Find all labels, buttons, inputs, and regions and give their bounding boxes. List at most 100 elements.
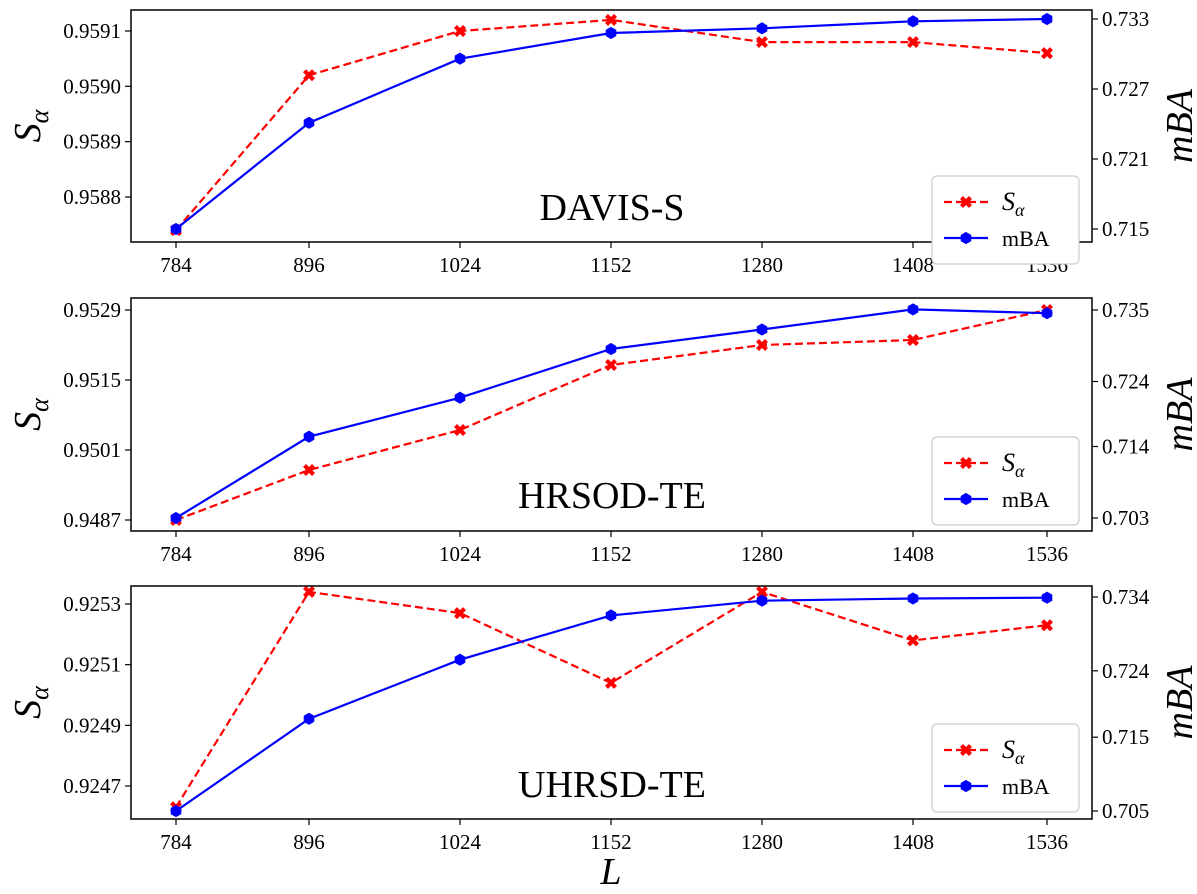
chart-panel-2: 784 896 1024 1152 1280 1408 1536 0.9487 0.9501 0.… (7, 297, 1197, 566)
legend-marker (960, 779, 972, 793)
legend-marker (960, 744, 972, 756)
data-point (303, 69, 315, 82)
y-right-tick-label: 0.735 (1102, 298, 1149, 322)
data-point (756, 339, 768, 351)
y-left-tick-label: 0.9590 (63, 74, 121, 98)
data-point (170, 511, 182, 525)
x-tick-label: 1280 (741, 830, 783, 854)
chart-panel-3: 784 896 1024 1152 1280 1408 1536 0.9247 0.9249 0.… (7, 585, 1197, 893)
y-right-tick-label: 0.724 (1102, 659, 1150, 683)
data-point (605, 26, 617, 40)
x-tick-label: 1152 (590, 542, 631, 566)
y-right-tick-label: 0.724 (1102, 370, 1150, 394)
data-point (1041, 307, 1053, 320)
legend-label: mBA (1002, 487, 1050, 512)
legend: Sα mBA (931, 175, 1080, 265)
legend-label: Sα (1002, 187, 1025, 220)
legend-marker (960, 231, 972, 245)
y-left-tick-label: 0.9529 (63, 298, 121, 322)
data-point (1041, 47, 1053, 60)
y-left-tick-label: 0.9515 (63, 368, 121, 392)
data-point (756, 323, 768, 336)
y-right-tick-label: 0.714 (1102, 435, 1150, 459)
x-tick-label: 1408 (892, 542, 934, 566)
data-point (303, 464, 315, 476)
data-point (907, 15, 919, 28)
y-left-tick-label: 0.9251 (63, 653, 121, 677)
data-point (605, 609, 617, 622)
y-right-axis-label: mBA (1159, 377, 1197, 452)
y-left-tick-label: 0.9253 (63, 592, 121, 616)
x-tick-label: 1024 (439, 830, 482, 854)
x-tick-label: 1152 (590, 253, 631, 277)
data-point (605, 359, 617, 371)
data-point (454, 391, 466, 404)
data-point (756, 594, 768, 607)
series-mba (170, 12, 1053, 236)
series-mba (170, 591, 1053, 818)
x-tick-label: 1536 (1026, 830, 1068, 854)
data-point (170, 804, 182, 818)
data-point (454, 424, 466, 436)
data-point (1041, 591, 1053, 604)
y-left-tick-label: 0.9501 (63, 438, 121, 462)
data-point (303, 712, 315, 725)
x-axis-label: L (599, 851, 621, 893)
y-right-tick-label: 0.734 (1102, 585, 1150, 609)
data-point (907, 334, 919, 346)
y-left-tick-label: 0.9591 (63, 19, 121, 43)
legend-marker (960, 457, 972, 469)
legend-marker (960, 492, 972, 506)
data-point (907, 36, 919, 49)
data-point (303, 585, 315, 598)
chart-panel-1: 784 896 1024 1152 1280 1408 15360.95880.95890.… (7, 7, 1197, 277)
legend: Sα mBA (931, 436, 1080, 526)
y-right-tick-label: 0.703 (1102, 506, 1149, 530)
legend-marker (960, 196, 972, 208)
x-tick-label: 1152 (590, 830, 631, 854)
data-point (454, 52, 466, 65)
legend-label: Sα (1002, 735, 1025, 768)
x-tick-label: 896 (293, 542, 325, 566)
y-right-tick-label: 0.721 (1102, 147, 1149, 171)
x-tick-label: 1408 (892, 830, 934, 854)
data-point (170, 222, 182, 236)
panel-label: DAVIS-S (539, 187, 684, 229)
y-left-tick-label: 0.9487 (63, 508, 121, 532)
y-right-tick-label: 0.705 (1102, 799, 1149, 823)
data-point (907, 592, 919, 605)
x-tick-label: 784 (160, 253, 192, 277)
legend-label: mBA (1002, 226, 1050, 251)
y-left-axis-label: Sα (7, 685, 54, 719)
y-left-tick-label: 0.9589 (63, 130, 121, 154)
y-left-tick-label: 0.9588 (63, 185, 121, 209)
y-left-tick-label: 0.9249 (63, 713, 121, 737)
x-tick-label: 1536 (1026, 542, 1068, 566)
panel-label: HRSOD-TE (518, 475, 706, 517)
data-point (756, 22, 768, 35)
data-point (454, 653, 466, 666)
x-tick-label: 896 (293, 253, 325, 277)
y-left-tick-label: 0.9247 (63, 774, 121, 798)
y-right-tick-label: 0.727 (1102, 77, 1149, 101)
data-point (454, 607, 466, 620)
x-tick-label: 784 (160, 830, 192, 854)
y-right-tick-label: 0.715 (1102, 217, 1149, 241)
x-tick-label: 1024 (439, 253, 482, 277)
data-point (605, 13, 617, 26)
data-point (756, 36, 768, 49)
legend-label: mBA (1002, 774, 1050, 799)
data-point (1041, 12, 1053, 26)
data-point (907, 634, 919, 647)
x-tick-label: 896 (293, 830, 325, 854)
series-s-alpha (170, 13, 1053, 237)
data-point (454, 25, 466, 37)
data-point (756, 585, 768, 598)
x-tick-label: 1408 (892, 253, 934, 277)
data-point (605, 676, 617, 689)
data-point (1041, 619, 1053, 632)
data-point (605, 342, 617, 356)
plot-frame (130, 585, 1093, 820)
legend-label: Sα (1002, 448, 1025, 481)
